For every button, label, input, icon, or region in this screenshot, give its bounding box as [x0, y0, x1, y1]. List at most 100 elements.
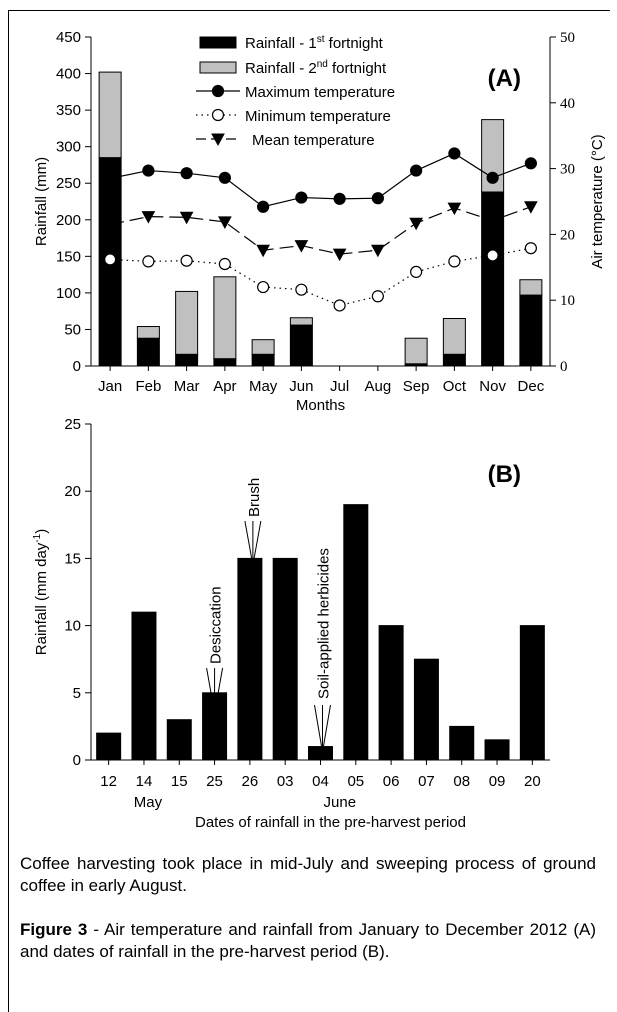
panel-a-y-tick-label: 100: [56, 285, 81, 302]
panel-b-x-tick-label: 05: [347, 773, 364, 790]
panel-b-x-axis-title: Dates of rainfall in the pre-harvest per…: [195, 814, 466, 831]
panel-a-y2-tick-label: 50: [560, 30, 575, 46]
panel-a-x-tick-label: Jul: [330, 378, 349, 395]
figure-caption-text: - Air temperature and rainfall from Janu…: [20, 920, 597, 961]
annotation-arrow-desiccation-head: [206, 667, 224, 714]
figure-caption: Figure 3 - Air temperature and rainfall …: [20, 919, 596, 963]
panel-b-bar-rainfall: [343, 504, 369, 761]
annotation-soil-applied-herbicides: Soil-applied herbicides: [316, 548, 333, 699]
panel-a-label: (A): [488, 65, 521, 92]
panel-a-y-tick-label: 450: [56, 29, 81, 46]
panel-a-point-maximum-temperature: [524, 157, 537, 170]
panel-a-x-tick-label: Mar: [174, 378, 200, 395]
panel-a-y2-axis-title: Air temperature (°C): [589, 134, 606, 268]
panel-b-y-tick-label: 5: [73, 685, 81, 702]
panel-a-bar-rainfall-1st: [175, 353, 199, 367]
legend-label-rainfall-1st: Rainfall - 1st fortnight: [245, 34, 384, 52]
panel-a-y-tick-label: 300: [56, 139, 81, 156]
panel-a-point-mean-temperature: [141, 211, 156, 224]
panel-a-y2-tick-label: 30: [560, 162, 575, 178]
panel-a-line-minimum-temperature: [110, 247, 531, 307]
panel-b-bar-rainfall: [308, 746, 333, 761]
panel-a-point-mean-temperature: [103, 219, 117, 232]
legend-marker-minimum-temperature: [211, 108, 225, 122]
panel-a-bar-rainfall-1st: [213, 358, 237, 367]
panel-b-bar-rainfall: [166, 719, 192, 761]
panel-a-bar-rainfall-1st: [136, 337, 160, 367]
annotation-arrow-brush-head: [244, 520, 262, 566]
panel-b-y-tick-label: 15: [64, 550, 81, 567]
panel-a-y-tick-label: 150: [56, 248, 81, 265]
panel-a-point-maximum-temperature: [295, 191, 308, 204]
panel-a-x-tick-label: Nov: [479, 378, 506, 395]
panel-b-x-tick-label: 26: [242, 773, 259, 790]
panel-a-x-axis-title: Months: [296, 397, 345, 414]
panel-a-y-tick-label: 200: [56, 212, 81, 229]
panel-a-chart: 0 50 100 150 200 250 300 350 400 450 0 10 20 30 40 50 Ja…: [33, 29, 606, 414]
panel-a-x-tick-label: Jun: [289, 378, 313, 395]
panel-a-y-tick-label: 400: [56, 66, 81, 83]
annotation-arrow-soil-applied-herbicides-head: [314, 704, 331, 753]
panel-b-bar-rainfall: [378, 625, 404, 761]
frame-top-border: [8, 10, 610, 11]
panel-a-bar-rainfall-2nd: [519, 279, 543, 296]
panel-b-x-tick-label: 03: [277, 773, 294, 790]
panel-b-group-label-june: June: [324, 794, 357, 811]
panel-a-bar-rainfall-1st: [289, 324, 313, 367]
panel-a-point-mean-temperature: [332, 248, 347, 262]
panel-a-bar-rainfall-2nd: [213, 276, 237, 360]
annotation-desiccation: Desiccation: [208, 586, 225, 664]
panel-b-x-tick-label: 04: [312, 773, 329, 790]
panel-a-point-maximum-temperature: [333, 192, 346, 205]
panel-b-bar-rainfall: [272, 557, 298, 761]
panel-a-point-maximum-temperature: [257, 200, 270, 213]
panel-b-x-tick-label: 06: [383, 773, 400, 790]
panel-a-bar-rainfall-2nd: [404, 337, 428, 365]
panel-b-bar-rainfall: [96, 732, 122, 761]
legend-swatch-rainfall-2nd: [199, 61, 237, 74]
panel-a-bar-rainfall-2nd: [175, 290, 199, 355]
panel-a-point-mean-temperature: [524, 201, 538, 214]
panel-a-x-tick-label: Feb: [135, 378, 161, 395]
panel-b-group-label-may: May: [134, 794, 163, 811]
panel-a-y-tick-label: 250: [56, 175, 81, 192]
panel-a-point-minimum-temperature: [410, 265, 423, 279]
panel-a-point-minimum-temperature: [218, 257, 231, 271]
panel-b-x-tick-label: 12: [100, 773, 117, 790]
legend-swatch-rainfall-1st: [199, 36, 237, 49]
panel-b-y-tick-label: 25: [64, 416, 81, 433]
panel-a-bar-rainfall-2nd: [289, 317, 313, 326]
panel-a-y2-tick-label: 20: [560, 227, 575, 243]
panel-b-bar-rainfall: [413, 658, 439, 761]
panel-a-bar-rainfall-2nd: [136, 326, 160, 339]
panel-a-point-minimum-temperature: [180, 254, 193, 267]
panel-a-bar-rainfall-1st: [519, 294, 543, 367]
panel-a-x-tick-label: Aug: [365, 378, 392, 395]
legend-marker-maximum-temperature: [211, 84, 225, 98]
panel-b-x-tick-label: 20: [524, 773, 541, 790]
panel-a-point-maximum-temperature: [410, 164, 423, 177]
panel-b-bar-rainfall: [237, 557, 263, 761]
panel-a-point-mean-temperature: [447, 202, 462, 216]
panel-b-bar-rainfall: [131, 611, 157, 761]
panel-a-bar-rainfall-2nd: [442, 317, 466, 355]
panel-a-point-minimum-temperature: [371, 290, 384, 303]
panel-b-x-tick-label: 14: [136, 773, 153, 790]
panel-a-point-minimum-temperature: [295, 283, 308, 296]
panel-a-y-tick-label: 50: [64, 321, 81, 338]
panel-a-y2-tick-label: 40: [560, 96, 575, 112]
panel-a-y2-tick-label: 10: [560, 293, 575, 309]
panel-a-x-tick-label: Sep: [403, 378, 430, 395]
panel-a-bar-rainfall-2nd: [98, 71, 122, 159]
legend-label-rainfall-2nd: Rainfall - 2nd fortnight: [245, 59, 387, 77]
panel-a-y2-tick-label: 0: [560, 359, 568, 375]
panel-b-y-axis-title: Rainfall (mm day-1): [32, 529, 50, 655]
legend-label-mean-temperature: Mean temperature: [252, 132, 375, 149]
legend-marker-mean-temperature: [211, 133, 225, 147]
panel-a-point-mean-temperature: [179, 211, 194, 225]
panel-b-x-tick-label: 15: [171, 773, 188, 790]
panel-b-y-tick-label: 20: [64, 483, 81, 500]
panel-b-label: (B): [488, 461, 521, 488]
panel-a-bar-rainfall-2nd: [251, 339, 275, 355]
panel-b-y-tick-label: 10: [64, 618, 81, 635]
